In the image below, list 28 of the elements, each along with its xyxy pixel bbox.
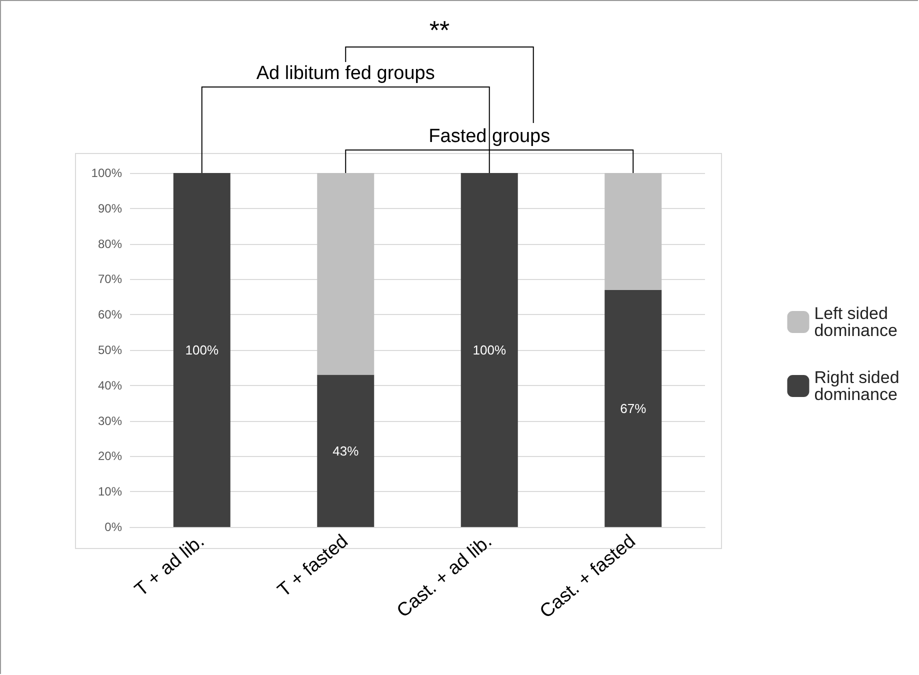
x-tick-label: T + ad lib.: [131, 530, 209, 601]
y-tick-label: 70%: [98, 272, 122, 286]
text: Fasted groups: [428, 126, 550, 147]
bar: [317, 374, 374, 527]
y-tick-label: 30%: [98, 414, 122, 428]
y-tick-label: 40%: [98, 378, 122, 392]
bar: [173, 173, 230, 527]
bar: [317, 173, 374, 375]
data-label: 43%: [332, 443, 360, 458]
y-tick-label: 10%: [98, 484, 122, 499]
legend-label: Left sided dominance: [814, 304, 898, 340]
data-label: 100%: [185, 342, 219, 358]
text: **: [429, 15, 450, 45]
legend-label: Right sided dominance: [814, 368, 904, 404]
data-label: 67%: [620, 400, 647, 416]
y-tick-label: 90%: [98, 201, 122, 216]
y-tick-label: 50%: [98, 343, 122, 357]
y-tick-label: 20%: [98, 449, 122, 464]
text: Ad libitum fed groups: [256, 63, 435, 84]
bar: [604, 290, 662, 527]
bar: [460, 173, 518, 527]
y-tick-label: 80%: [98, 236, 122, 251]
bar: [604, 173, 662, 290]
data-label: 100%: [472, 342, 506, 358]
y-tick-label: 100%: [91, 166, 122, 180]
y-tick-label: 60%: [98, 308, 122, 322]
y-tick-label: 0%: [104, 520, 122, 534]
x-tick-label: Cast. + ad lib.: [393, 530, 496, 622]
